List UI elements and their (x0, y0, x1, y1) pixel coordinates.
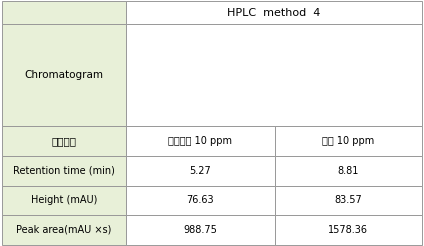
Text: Height (mAU): Height (mAU) (31, 195, 97, 205)
Text: 대상물질: 대상물질 (52, 136, 77, 146)
Text: Retention time (min): Retention time (min) (13, 166, 115, 176)
Text: 빕신 10 ppm: 빕신 10 ppm (322, 136, 374, 146)
Text: 76.63: 76.63 (187, 195, 214, 205)
Text: 8.81: 8.81 (338, 166, 359, 176)
Text: 988.75: 988.75 (184, 225, 218, 235)
Text: Chromatogram: Chromatogram (25, 70, 103, 80)
Text: HPLC  method  4: HPLC method 4 (227, 8, 321, 18)
Text: Norbixin: Norbixin (211, 51, 240, 57)
Text: Bixin: Bixin (297, 42, 314, 48)
Text: 1578.36: 1578.36 (329, 225, 368, 235)
Text: 83.57: 83.57 (335, 195, 362, 205)
Text: Peak area(mAU ×s): Peak area(mAU ×s) (17, 225, 112, 235)
Text: 5.27: 5.27 (190, 166, 211, 176)
Text: 노르빕신 10 ppm: 노르빕신 10 ppm (168, 136, 232, 146)
